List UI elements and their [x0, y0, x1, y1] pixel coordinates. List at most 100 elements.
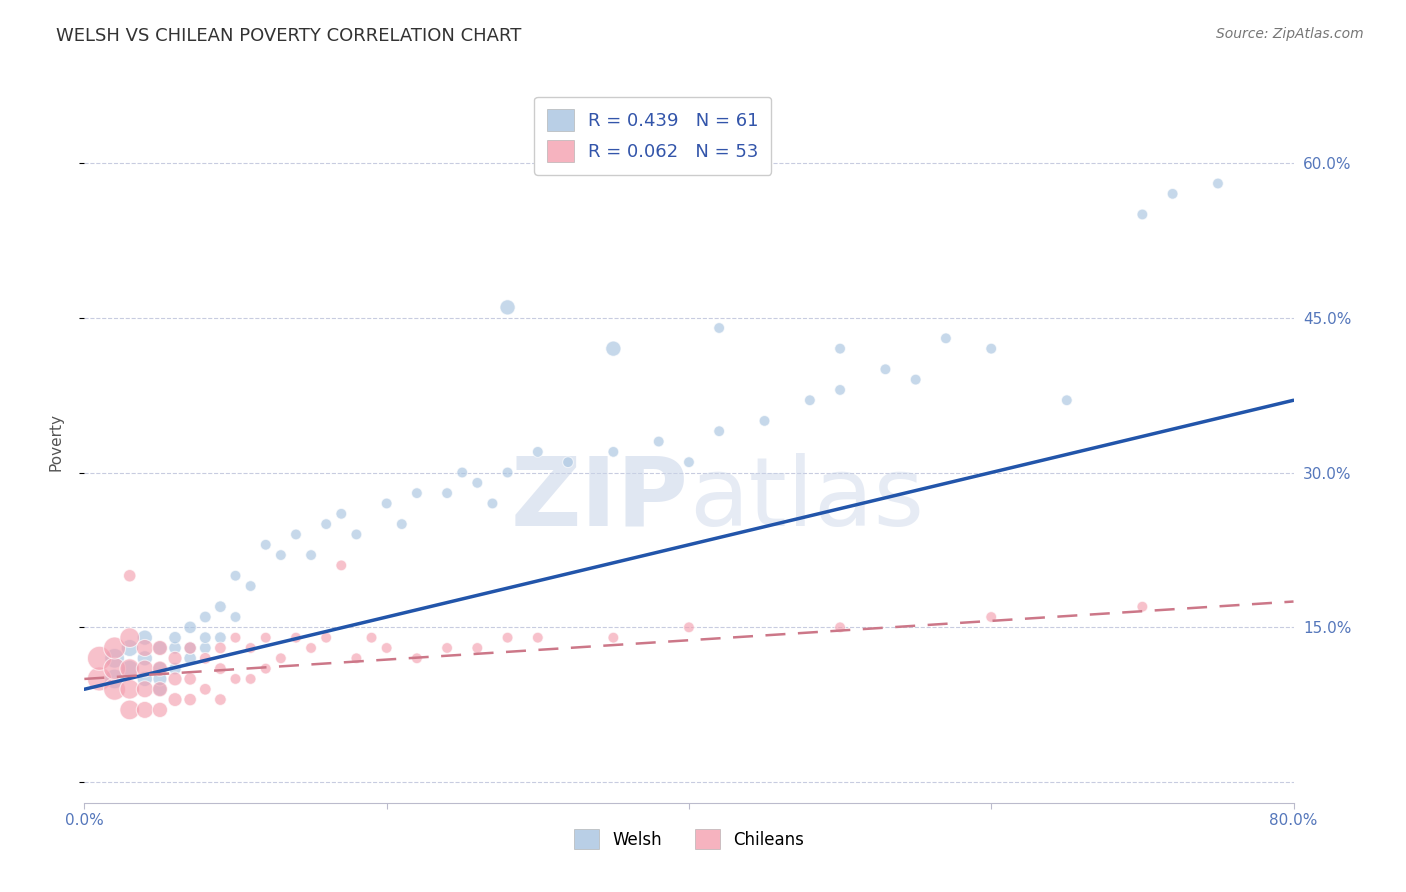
- Point: [496, 466, 519, 480]
- Point: [904, 373, 927, 387]
- Point: [830, 620, 852, 634]
- Point: [194, 651, 217, 665]
- Point: [315, 631, 337, 645]
- Point: [602, 631, 624, 645]
- Point: [527, 631, 550, 645]
- Point: [330, 558, 353, 573]
- Point: [467, 475, 489, 490]
- Point: [194, 640, 217, 655]
- Point: [104, 662, 127, 676]
- Point: [225, 631, 247, 645]
- Point: [557, 455, 579, 469]
- Legend: Welsh, Chileans: Welsh, Chileans: [567, 822, 811, 856]
- Point: [134, 662, 156, 676]
- Point: [935, 331, 957, 345]
- Point: [209, 640, 232, 655]
- Point: [134, 651, 156, 665]
- Point: [980, 610, 1002, 624]
- Point: [165, 662, 187, 676]
- Point: [451, 466, 474, 480]
- Point: [179, 640, 201, 655]
- Point: [285, 527, 308, 541]
- Point: [179, 651, 201, 665]
- Point: [830, 383, 852, 397]
- Point: [980, 342, 1002, 356]
- Point: [299, 548, 322, 562]
- Point: [134, 672, 156, 686]
- Point: [1056, 393, 1078, 408]
- Point: [149, 640, 172, 655]
- Point: [270, 548, 292, 562]
- Point: [209, 662, 232, 676]
- Point: [149, 672, 172, 686]
- Point: [285, 631, 308, 645]
- Point: [149, 640, 172, 655]
- Point: [346, 651, 368, 665]
- Point: [1161, 186, 1184, 201]
- Point: [270, 651, 292, 665]
- Point: [678, 620, 700, 634]
- Point: [149, 703, 172, 717]
- Point: [165, 672, 187, 686]
- Point: [754, 414, 776, 428]
- Point: [179, 620, 201, 634]
- Point: [346, 527, 368, 541]
- Point: [209, 599, 232, 614]
- Text: Source: ZipAtlas.com: Source: ZipAtlas.com: [1216, 27, 1364, 41]
- Point: [194, 631, 217, 645]
- Point: [179, 672, 201, 686]
- Point: [225, 672, 247, 686]
- Point: [179, 692, 201, 706]
- Point: [134, 703, 156, 717]
- Point: [709, 424, 731, 438]
- Point: [104, 672, 127, 686]
- Text: ZIP: ZIP: [510, 453, 689, 546]
- Point: [118, 703, 141, 717]
- Point: [602, 342, 624, 356]
- Point: [678, 455, 700, 469]
- Point: [118, 631, 141, 645]
- Point: [134, 631, 156, 645]
- Point: [165, 640, 187, 655]
- Point: [391, 517, 413, 532]
- Point: [239, 672, 262, 686]
- Point: [89, 672, 111, 686]
- Point: [225, 568, 247, 582]
- Point: [165, 692, 187, 706]
- Point: [315, 517, 337, 532]
- Point: [406, 486, 429, 500]
- Point: [481, 496, 503, 510]
- Point: [299, 640, 322, 655]
- Point: [406, 651, 429, 665]
- Point: [830, 342, 852, 356]
- Point: [436, 640, 458, 655]
- Point: [375, 496, 398, 510]
- Point: [1206, 177, 1229, 191]
- Y-axis label: Poverty: Poverty: [49, 412, 63, 471]
- Point: [239, 579, 262, 593]
- Point: [648, 434, 671, 449]
- Point: [89, 651, 111, 665]
- Point: [254, 631, 277, 645]
- Point: [330, 507, 353, 521]
- Point: [118, 640, 141, 655]
- Point: [194, 610, 217, 624]
- Point: [360, 631, 382, 645]
- Point: [602, 445, 624, 459]
- Point: [239, 640, 262, 655]
- Point: [104, 651, 127, 665]
- Point: [254, 538, 277, 552]
- Point: [149, 682, 172, 697]
- Point: [1130, 599, 1153, 614]
- Point: [179, 640, 201, 655]
- Point: [254, 662, 277, 676]
- Point: [799, 393, 821, 408]
- Point: [165, 651, 187, 665]
- Point: [875, 362, 897, 376]
- Point: [118, 662, 141, 676]
- Point: [496, 631, 519, 645]
- Text: atlas: atlas: [689, 453, 924, 546]
- Point: [134, 682, 156, 697]
- Point: [118, 662, 141, 676]
- Point: [149, 662, 172, 676]
